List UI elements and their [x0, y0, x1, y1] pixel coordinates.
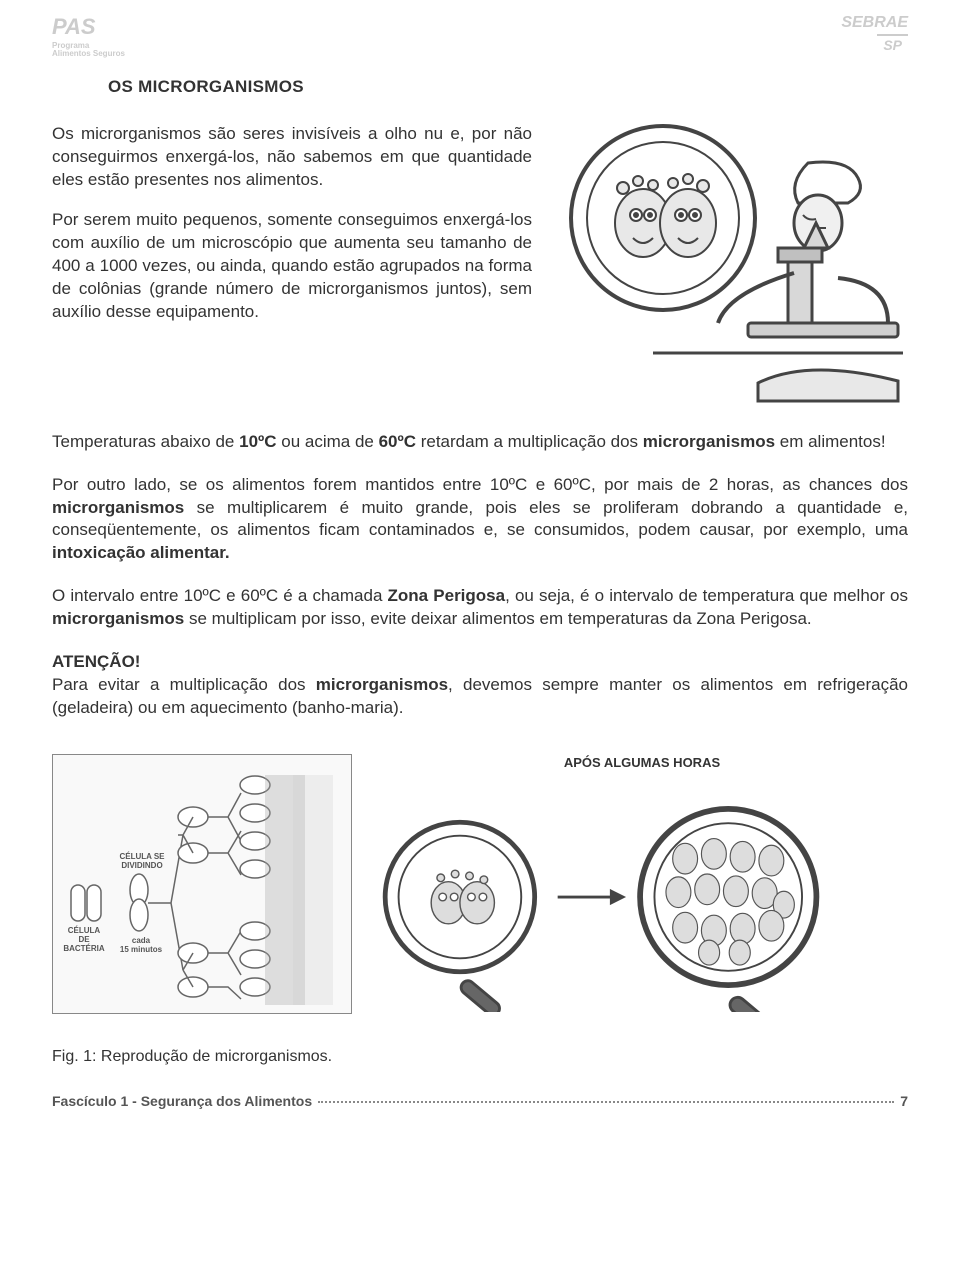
label-cell-dividing: CÉLULA SEDIVIDINDO [115, 853, 169, 871]
logo-pas-sub2: Alimentos Seguros [52, 50, 125, 58]
intro-paragraph-1: Os microrganismos são seres invisíveis a… [52, 123, 532, 192]
intro-paragraph-2: Por serem muito pequenos, somente conseg… [52, 209, 532, 324]
cell-division-panel: CÉLULADE BACTÉRIA CÉLULA SEDIVIDINDO cad… [52, 754, 352, 1014]
page-title: OS MICRORGANISMOS [108, 76, 908, 99]
label-every-15: cada15 minutos [115, 937, 167, 955]
footer-dot-leader [318, 1101, 894, 1103]
logo-sebrae: SEBRAE SP [841, 12, 908, 57]
logo-sp-text: SP [877, 34, 908, 55]
reproduction-diagram: CÉLULADE BACTÉRIA CÉLULA SEDIVIDINDO cad… [52, 754, 908, 1018]
attention-heading: ATENÇÃO! [52, 652, 140, 671]
footer-page-number: 7 [900, 1092, 908, 1111]
logo-sebrae-text: SEBRAE [841, 12, 908, 34]
intro-section: Os microrganismos são seres invisíveis a… [52, 123, 908, 403]
label-cell-bacteria: CÉLULADE BACTÉRIA [59, 927, 109, 953]
page-header: PAS Programa Alimentos Seguros SEBRAE SP [52, 12, 908, 58]
body-paragraph-2: Por outro lado, se os alimentos forem ma… [52, 474, 908, 566]
page-footer: Fascículo 1 - Segurança dos Alimentos 7 [52, 1092, 908, 1111]
microscope-illustration [548, 123, 908, 403]
logo-pas: PAS Programa Alimentos Seguros [52, 12, 125, 58]
figure-caption: Fig. 1: Reprodução de microrganismos. [52, 1046, 908, 1068]
logo-pas-text: PAS [52, 12, 125, 42]
body-paragraph-3: O intervalo entre 10ºC e 60ºC é a chamad… [52, 585, 908, 631]
attention-paragraph: ATENÇÃO! Para evitar a multiplicação dos… [52, 651, 908, 720]
label-after-hours: APÓS ALGUMAS HORAS [376, 754, 908, 772]
intro-text-column: Os microrganismos são seres invisíveis a… [52, 123, 532, 403]
footer-text: Fascículo 1 - Segurança dos Alimentos [52, 1092, 312, 1111]
body-paragraph-1: Temperaturas abaixo de 10ºC ou acima de … [52, 431, 908, 454]
petri-illustration: APÓS ALGUMAS HORAS [376, 754, 908, 1018]
